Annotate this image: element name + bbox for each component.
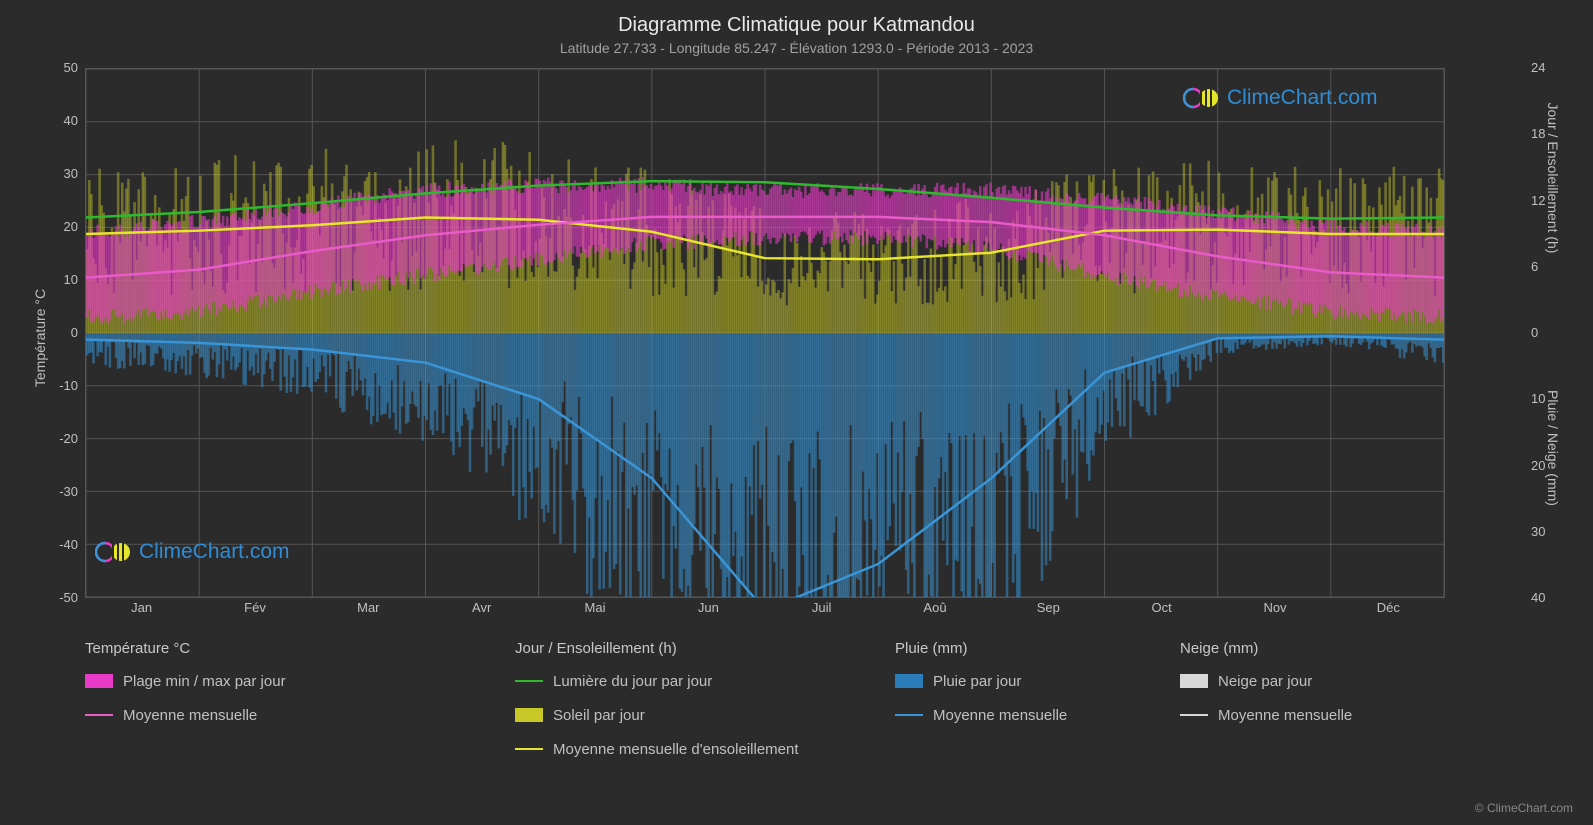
x-tick: Sep [1018,600,1078,615]
climate-chart: Diagramme Climatique pour Katmandou Lati… [0,0,1593,825]
y-tick-left: 10 [28,272,78,287]
y-tick-left: -50 [28,590,78,605]
y-tick-right-rain: 30 [1531,524,1581,539]
legend-item: Plage min / max par jour [85,671,286,691]
legend-item: Moyenne mensuelle [85,705,286,725]
y-tick-left: 0 [28,325,78,340]
y-tick-right-hours: 24 [1531,60,1581,75]
y-tick-left: 40 [28,113,78,128]
watermark-bottom: ClimeChart.com [95,540,290,564]
legend-swatch [895,674,923,688]
y-tick-left: 20 [28,219,78,234]
y-tick-left: 30 [28,166,78,181]
legend-line [1180,714,1208,716]
legend-line [515,748,543,750]
legend-header: Température °C [85,640,286,657]
legend-item: Neige par jour [1180,671,1352,691]
x-tick: Jun [678,600,738,615]
y-tick-right-hours: 12 [1531,193,1581,208]
legend-item: Soleil par jour [515,705,799,725]
legend-item: Lumière du jour par jour [515,671,799,691]
watermark-text: ClimeChart.com [139,540,290,564]
chart-subtitle: Latitude 27.733 - Longitude 85.247 - Élé… [0,40,1593,56]
y-tick-right-rain: 40 [1531,590,1581,605]
logo-icon [1183,86,1221,110]
plot-svg [86,69,1444,597]
legend-label: Neige par jour [1218,673,1312,690]
watermark-top: ClimeChart.com [1183,86,1378,110]
y-tick-left: 50 [28,60,78,75]
legend-swatch [85,674,113,688]
legend-header: Jour / Ensoleillement (h) [515,640,799,657]
legend-col-temp: Température °C Plage min / max par jour M… [85,640,286,739]
x-tick: Avr [452,600,512,615]
legend-line [85,714,113,716]
legend-line [895,714,923,716]
copyright: © ClimeChart.com [1475,801,1573,815]
x-tick: Jan [112,600,172,615]
y-tick-right-hours: 0 [1531,325,1581,340]
legend-item: Moyenne mensuelle [1180,705,1352,725]
y-axis-label-right-bottom: Pluie / Neige (mm) [1545,348,1561,548]
y-tick-right-hours: 18 [1531,126,1581,141]
legend-label: Moyenne mensuelle [1218,707,1352,724]
logo-icon [95,540,133,564]
legend-label: Soleil par jour [553,707,645,724]
legend-col-snow: Neige (mm) Neige par jour Moyenne mensuel… [1180,640,1352,739]
x-tick: Oct [1132,600,1192,615]
legend-col-sun: Jour / Ensoleillement (h) Lumière du jou… [515,640,799,773]
legend-item: Moyenne mensuelle d'ensoleillement [515,739,799,759]
x-tick: Nov [1245,600,1305,615]
legend-swatch [515,708,543,722]
x-tick: Fév [225,600,285,615]
y-tick-left: -10 [28,378,78,393]
y-tick-right-rain: 20 [1531,458,1581,473]
legend-label: Moyenne mensuelle [933,707,1067,724]
x-tick: Aoû [905,600,965,615]
y-tick-left: -30 [28,484,78,499]
legend-label: Pluie par jour [933,673,1021,690]
legend-label: Moyenne mensuelle [123,707,257,724]
x-tick: Mar [338,600,398,615]
legend-header: Neige (mm) [1180,640,1352,657]
legend-label: Moyenne mensuelle d'ensoleillement [553,741,799,758]
legend-item: Moyenne mensuelle [895,705,1067,725]
legend-swatch [1180,674,1208,688]
y-tick-left: -40 [28,537,78,552]
y-tick-right-hours: 6 [1531,259,1581,274]
chart-title: Diagramme Climatique pour Katmandou [0,14,1593,37]
plot-area [85,68,1445,598]
y-tick-right-rain: 10 [1531,391,1581,406]
x-tick: Déc [1358,600,1418,615]
y-axis-label-right-top: Jour / Ensoleillement (h) [1545,78,1561,278]
legend-header: Pluie (mm) [895,640,1067,657]
y-tick-left: -20 [28,431,78,446]
legend-col-rain: Pluie (mm) Pluie par jour Moyenne mensuel… [895,640,1067,739]
legend-item: Pluie par jour [895,671,1067,691]
legend-label: Plage min / max par jour [123,673,286,690]
watermark-text: ClimeChart.com [1227,86,1378,110]
legend-label: Lumière du jour par jour [553,673,712,690]
x-tick: Mai [565,600,625,615]
legend-line [515,680,543,682]
x-tick: Juil [792,600,852,615]
